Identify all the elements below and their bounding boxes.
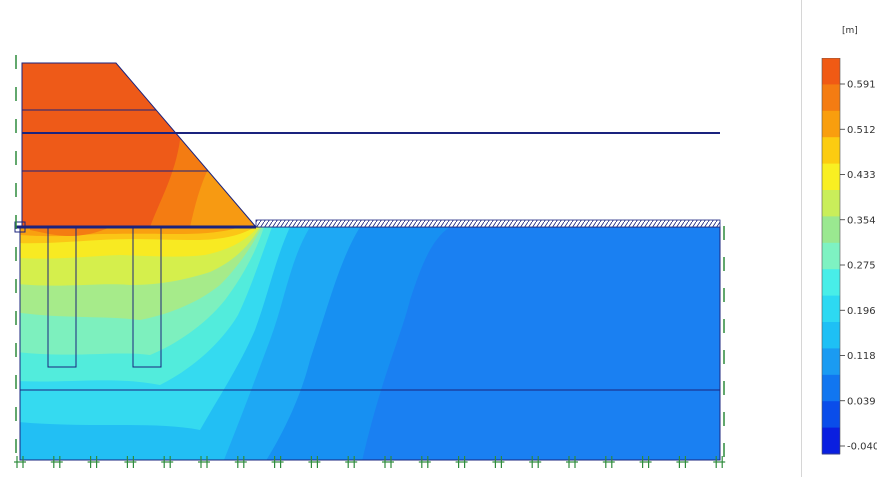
embankment-contours	[22, 63, 256, 227]
legend-label: 0.512	[847, 125, 876, 136]
legend-band	[822, 242, 840, 270]
legend-band	[822, 374, 840, 402]
panel-divider	[801, 0, 802, 477]
legend-frame	[821, 58, 841, 455]
geometry-lines	[14, 62, 721, 461]
surface-load-strip	[255, 219, 721, 228]
foundation-contours	[20, 227, 720, 460]
legend-ticks: 0.591 0.512 0.433 0.354 0.275 0.196 0.118 0.039…	[840, 80, 877, 453]
legend-label: 0.354	[847, 215, 876, 226]
anchor-marker	[14, 221, 26, 233]
legend-bands	[821, 58, 841, 455]
legend-band	[822, 163, 840, 191]
legend-band	[822, 295, 840, 323]
legend-band	[822, 322, 840, 349]
legend-unit: [m]	[842, 26, 858, 36]
legend-label: 0.275	[847, 261, 876, 272]
legend-label: 0.118	[847, 351, 876, 362]
color-legend: 0.591 0.512 0.433 0.354 0.275 0.196 0.118 0.039…	[821, 58, 877, 455]
legend-band	[822, 269, 840, 297]
legend-band	[822, 58, 840, 85]
legend-band	[822, 137, 840, 165]
boundary-supports	[14, 55, 726, 468]
legend-label: 0.433	[847, 170, 876, 181]
pile-left	[47, 227, 77, 368]
displacement-contour-plot	[14, 55, 726, 468]
legend-label: -0.040	[847, 442, 877, 453]
pile-right	[132, 227, 162, 368]
legend-band	[822, 84, 840, 112]
legend-band	[822, 427, 840, 455]
legend-label: 0.039	[847, 396, 876, 407]
legend-band	[822, 190, 840, 217]
legend-band	[822, 348, 840, 376]
legend-band	[822, 401, 840, 429]
legend-label: 0.196	[847, 306, 876, 317]
legend-band	[822, 110, 840, 138]
legend-band	[822, 216, 840, 244]
legend-label: 0.591	[847, 80, 876, 91]
